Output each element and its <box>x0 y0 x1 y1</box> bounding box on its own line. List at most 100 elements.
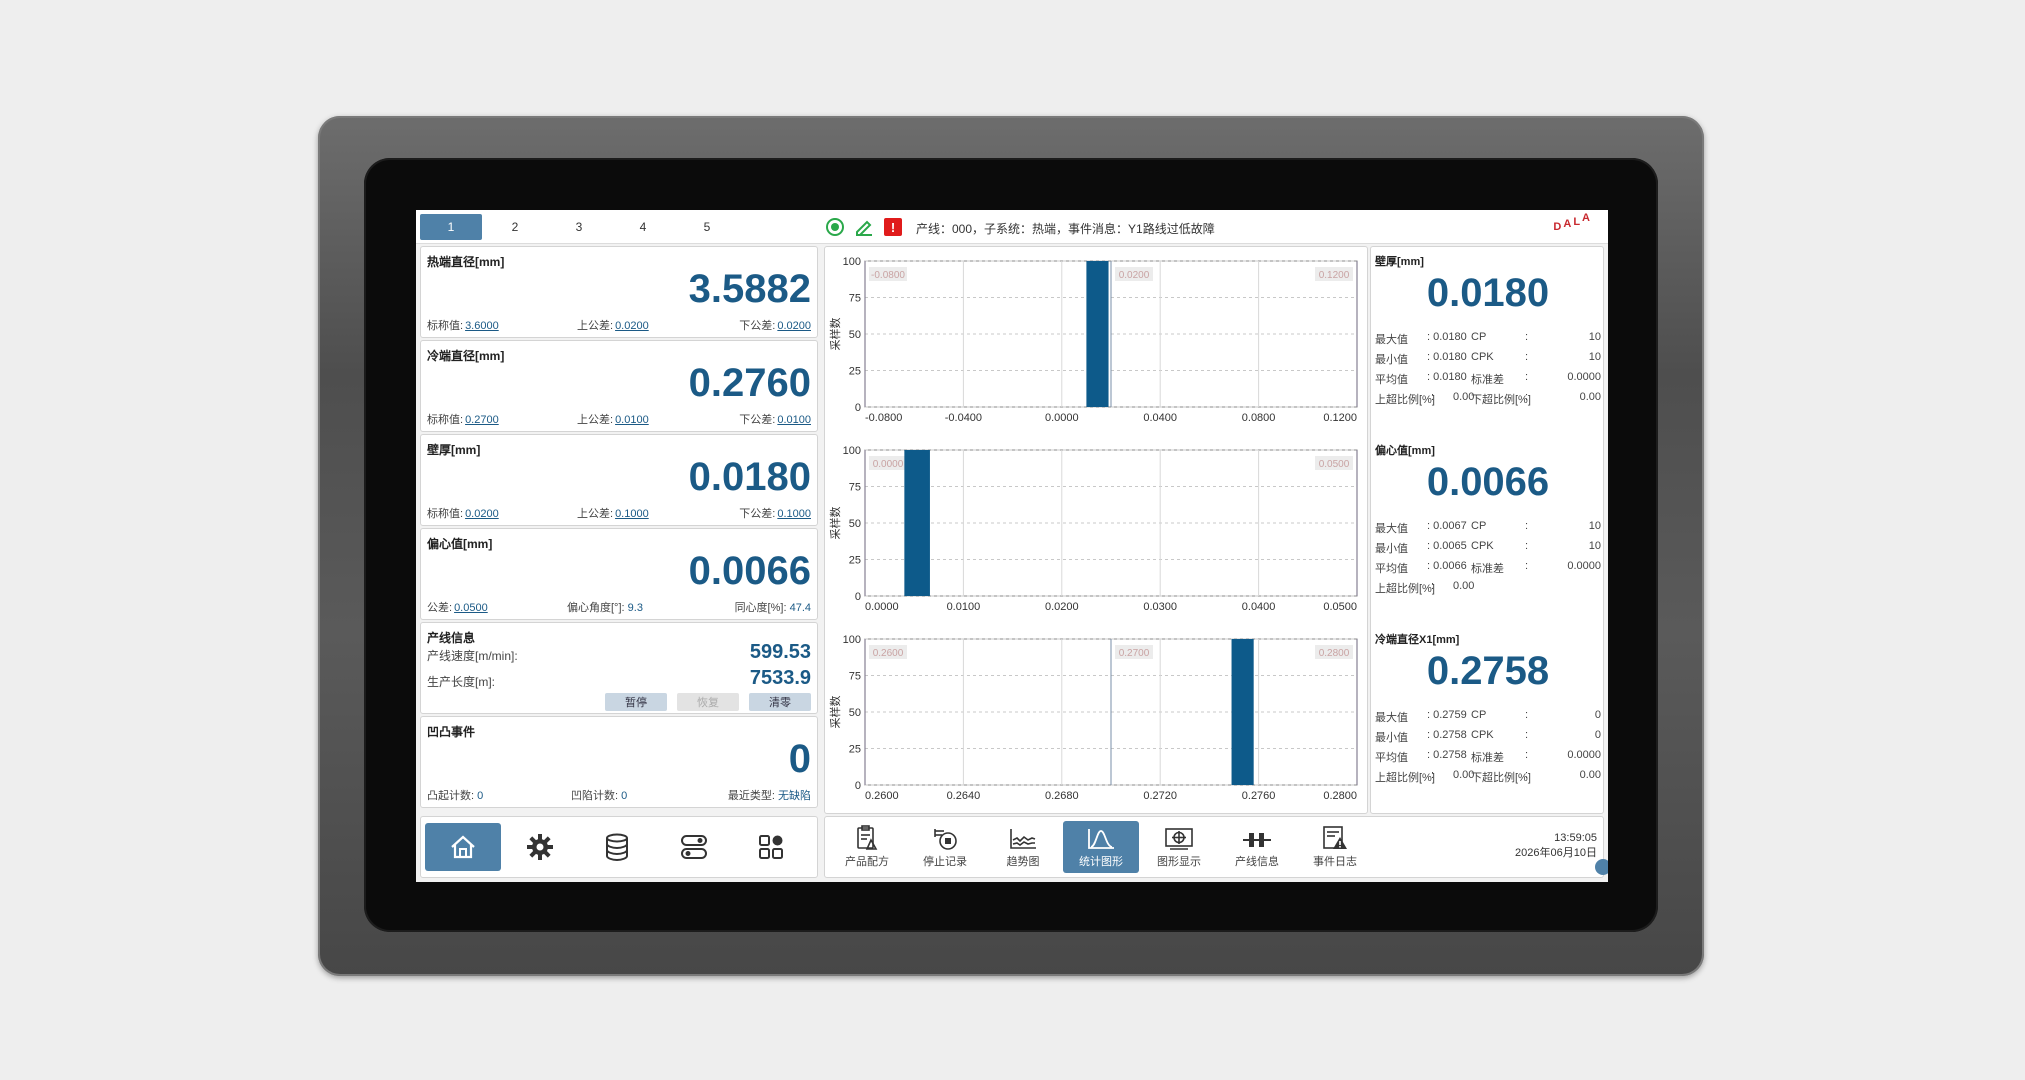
stat-cell: 标准差 <box>1471 563 1504 575</box>
stat-cell: 上超比例[%] <box>1375 772 1435 784</box>
tab-3[interactable]: 3 <box>575 220 583 234</box>
x-tick-label: 0.0300 <box>1143 601 1177 613</box>
tool-label: 产线信息 <box>1235 856 1279 868</box>
gear-icon[interactable] <box>502 823 578 871</box>
hot-diameter-card[interactable]: 热端直径[mm] 3.5882 标称值: 3.6000 上公差: 0.0200 下公… <box>420 246 818 338</box>
x-tick-label: 0.0400 <box>1143 412 1177 424</box>
nominal-value[interactable]: 0.2700 <box>465 414 499 426</box>
stat-cell: : <box>1431 769 1435 781</box>
y-tick-label: 75 <box>849 671 861 683</box>
y-tick-label: 50 <box>849 518 861 530</box>
stat-cell: CP <box>1471 520 1487 532</box>
event-log-icon[interactable]: 事件日志 <box>1297 821 1373 873</box>
tab-5[interactable]: 5 <box>703 220 711 234</box>
eccentricity-card[interactable]: 偏心值[mm] 0.0066 公差: 0.0500 偏心角度[°]: 9.3 同心… <box>420 528 818 620</box>
upper-tol-value[interactable]: 0.0100 <box>615 414 649 426</box>
x-tick-label: 0.2720 <box>1143 790 1177 802</box>
cold-diameter-card[interactable]: 冷端直径[mm] 0.2760 标称值: 0.2700 上公差: 0.0100 下公… <box>420 340 818 432</box>
stat-cell: : 0.0180 <box>1427 351 1467 363</box>
tool-label: 停止记录 <box>923 856 967 868</box>
stat-cell: : <box>1431 391 1435 403</box>
tool-label: 产品配方 <box>845 856 889 868</box>
lower-tol-field: 下公差: 0.0100 <box>739 414 811 426</box>
stat-cell: : <box>1525 560 1529 572</box>
lower-tol-value[interactable]: 0.1000 <box>777 508 811 520</box>
resume-button[interactable]: 恢复 <box>677 693 739 711</box>
nominal-value[interactable]: 0.0200 <box>465 508 499 520</box>
histogram-bar <box>1086 261 1109 407</box>
stat-row: 最小值: 0.0180 CPK: 10 <box>1375 351 1601 366</box>
statistics-icon[interactable]: 统计图形 <box>1063 821 1139 873</box>
spec-marker-label: 0.1200 <box>1319 270 1350 281</box>
pause-button[interactable]: 暂停 <box>605 693 667 711</box>
tablet-device: 1 2 3 4 5 ! 产线：000，子系统：热端，事件消息：Y1路线过低故障 … <box>318 116 1704 976</box>
stat-row: 最大值: 0.2759 CP: 0 <box>1375 709 1601 724</box>
stat-cell: : <box>1525 331 1529 343</box>
stat-cell: 10 <box>1588 540 1601 552</box>
trend-icon[interactable]: 趋势图 <box>985 821 1061 873</box>
database-icon[interactable] <box>579 823 655 871</box>
alarm-icon[interactable]: ! <box>884 218 902 236</box>
home-icon[interactable] <box>425 823 501 871</box>
stat-row: 上超比例[%]:0.00 下超比例[%]:0.00 <box>1375 769 1601 784</box>
tool-label: 图形显示 <box>1157 856 1201 868</box>
stat-cell: 平均值 <box>1375 374 1408 386</box>
stop-record-icon[interactable]: 停止记录 <box>907 821 983 873</box>
card-title: 偏心值[mm] <box>427 537 493 551</box>
upper-tol-value[interactable]: 0.1000 <box>615 508 649 520</box>
lower-tol-value[interactable]: 0.0100 <box>777 414 811 426</box>
y-tick-label: 75 <box>849 293 861 305</box>
tolerance-value[interactable]: 0.0500 <box>454 602 488 614</box>
y-tick-label: 100 <box>843 256 861 268</box>
edit-pen-icon[interactable] <box>854 218 874 236</box>
clock-date: 2026年06月10日 <box>1515 847 1597 859</box>
record-status-icon[interactable] <box>826 218 844 236</box>
histogram-bar <box>904 450 930 596</box>
spec-marker-box <box>1315 267 1353 281</box>
event-message: 产线：000，子系统：热端，事件消息：Y1路线过低故障 <box>916 222 1215 236</box>
histogram-chart-3: 100 75 50 25 0 0.2600 0.2640 0.2680 0.2720 0.2760… <box>828 634 1358 802</box>
wall-thickness-card[interactable]: 壁厚[mm] 0.0180 标称值: 0.0200 上公差: 0.1000 下公差:… <box>420 434 818 526</box>
x-tick-label: 0.2760 <box>1242 790 1276 802</box>
spec-marker-box <box>1115 645 1153 659</box>
card-title: 凹凸事件 <box>427 725 476 739</box>
stat-block-wall-thickness: 壁厚[mm] 0.0180 最大值: 0.0180 CP: 10 最小值: 0.0180 C… <box>1371 247 1605 435</box>
stat-cell: CPK <box>1471 729 1494 741</box>
line-speed-label: 产线速度[m/min]: <box>427 649 518 663</box>
left-nav <box>420 816 818 878</box>
upper-tol-value[interactable]: 0.0200 <box>615 320 649 332</box>
clear-button[interactable]: 清零 <box>749 693 811 711</box>
x-tick-label: 0.2600 <box>865 790 899 802</box>
nominal-value[interactable]: 3.6000 <box>465 320 499 332</box>
apps-icon[interactable] <box>733 823 809 871</box>
stat-block-eccentricity: 偏心值[mm] 0.0066 最大值: 0.0067 CP: 10 最小值: 0.0065… <box>1371 436 1605 624</box>
card-title: 冷端直径[mm] <box>427 349 505 363</box>
tab-4[interactable]: 4 <box>639 220 647 234</box>
lower-tol-value[interactable]: 0.0200 <box>777 320 811 332</box>
graphic-display-icon[interactable]: 图形显示 <box>1141 821 1217 873</box>
stat-cell: 上超比例[%] <box>1375 583 1435 595</box>
stat-cell: CPK <box>1471 540 1494 552</box>
tab-1[interactable]: 1 <box>420 214 482 240</box>
line-info-icon[interactable]: 产线信息 <box>1219 821 1295 873</box>
bump-events-card[interactable]: 凹凸事件 0 凸起计数: 0 凹陷计数: 0 最近类型: 无缺陷 <box>420 716 818 808</box>
statistics-panel: 壁厚[mm] 0.0180 最大值: 0.0180 CP: 10 最小值: 0.0180 C… <box>1370 246 1604 814</box>
spec-marker-box <box>1115 267 1153 281</box>
stat-cell: 标准差 <box>1471 374 1504 386</box>
recipe-icon[interactable]: 产品配方 <box>829 821 905 873</box>
tab-2[interactable]: 2 <box>511 220 519 234</box>
spec-marker-box <box>869 645 907 659</box>
x-tick-label: 0.2680 <box>1045 790 1079 802</box>
screen-bezel: 1 2 3 4 5 ! 产线：000，子系统：热端，事件消息：Y1路线过低故障 … <box>364 158 1658 932</box>
concentricity-value: 47.4 <box>789 602 811 614</box>
spec-marker-label: 0.2700 <box>1119 648 1150 659</box>
line-info-card: 产线信息 产线速度[m/min]: 599.53 生产长度[m]: 7533.9… <box>420 622 818 714</box>
top-bar: 1 2 3 4 5 ! 产线：000，子系统：热端，事件消息：Y1路线过低故障 … <box>416 210 1608 244</box>
stat-cell: : 0.0066 <box>1427 560 1467 572</box>
y-tick-label: 50 <box>849 329 861 341</box>
histogram-bar <box>1231 639 1254 785</box>
floating-assist-button[interactable] <box>1595 859 1608 875</box>
toggle-icon[interactable] <box>656 823 732 871</box>
stat-value: 0.2758 <box>1426 649 1550 693</box>
spec-marker-box <box>1315 645 1353 659</box>
